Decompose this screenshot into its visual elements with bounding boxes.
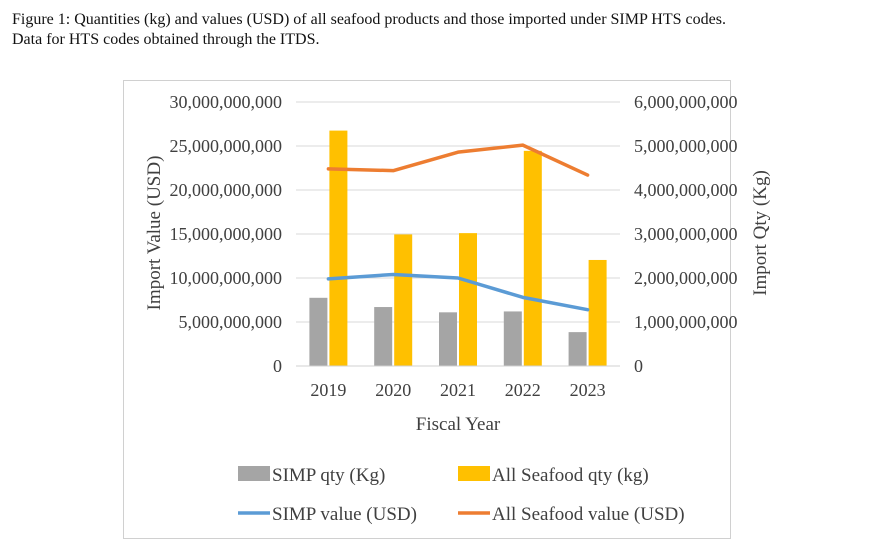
right-tick-label: 2,000,000,000 [634,268,738,288]
left-tick-label: 20,000,000,000 [170,180,283,200]
right-axis-ticks: 0 1,000,000,000 2,000,000,000 3,000,000,000… [634,92,738,376]
legend-label: All Seafood qty (kg) [492,465,649,486]
figure-caption: Figure 1: Quantities (kg) and values (US… [12,10,872,50]
left-tick-label: 5,000,000,000 [179,312,283,332]
bar-simp-qty [374,307,393,366]
line-simp-value [326,272,590,312]
x-axis-title: Fiscal Year [416,414,501,435]
right-tick-label: 5,000,000,000 [634,136,738,156]
bar-all-seafood-qty [588,259,607,366]
right-tick-label: 1,000,000,000 [634,312,738,332]
left-tick-label: 25,000,000,000 [170,136,283,156]
bar-all-seafood-qty [459,233,477,366]
line-all-seafood-value [326,143,590,177]
legend-label: All Seafood value (USD) [492,504,685,525]
x-tick-label: 2021 [440,380,476,400]
legend-label: SIMP qty (Kg) [272,465,385,486]
x-tick-label: 2022 [505,380,541,400]
legend: SIMP qty (Kg) All Seafood qty (kg) SIMP va… [238,465,685,525]
right-tick-label: 6,000,000,000 [634,92,738,112]
bar-series [309,130,607,366]
legend-swatch [238,466,270,481]
y-axis-title-right: Import Qty (Kg) [750,170,771,296]
bar-simp-qty [503,311,522,366]
chart-frame [123,80,731,539]
caption-line-2: Data for HTS codes obtained through the … [12,31,320,48]
left-axis-ticks: 0 5,000,000,000 10,000,000,000 15,000,000,0… [170,92,283,376]
bar-all-seafood-qty [394,234,413,366]
legend-swatch [458,466,490,481]
caption-line-1: Figure 1: Quantities (kg) and values (US… [12,11,726,28]
left-tick-label: 10,000,000,000 [170,268,283,288]
bar-simp-qty [309,297,328,366]
y-axis-title-left: Import Value (USD) [144,156,165,311]
bar-all-seafood-qty [523,150,542,366]
left-tick-label: 15,000,000,000 [170,224,283,244]
x-axis-ticks: 2019 2020 2021 2022 2023 [310,380,605,400]
x-tick-label: 2023 [570,380,606,400]
x-tick-label: 2020 [375,380,411,400]
legend-label: SIMP value (USD) [272,504,417,525]
right-tick-label: 4,000,000,000 [634,180,738,200]
x-tick-label: 2019 [310,380,346,400]
right-tick-label: 0 [634,356,643,376]
line-series [326,143,590,312]
left-tick-label: 30,000,000,000 [170,92,283,112]
right-tick-label: 3,000,000,000 [634,224,738,244]
bar-simp-qty [439,312,457,366]
bar-all-seafood-qty [329,130,348,366]
bar-simp-qty [568,332,587,366]
left-tick-label: 0 [273,356,282,376]
